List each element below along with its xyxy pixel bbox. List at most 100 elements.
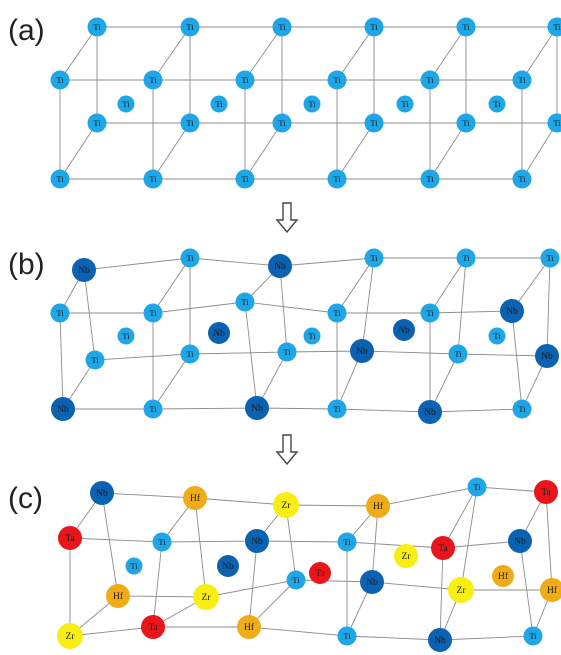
- atom-label: Ti: [158, 537, 166, 547]
- atom-circle: [237, 615, 261, 639]
- bond-group: [59, 26, 558, 180]
- atom-circle: [180, 17, 200, 37]
- atom-ti: Ti: [180, 113, 200, 133]
- bond-line: [336, 408, 431, 413]
- atom-label: Nb: [356, 347, 368, 357]
- atom-label: Ti: [56, 174, 64, 184]
- atom-hf: Hf: [492, 565, 514, 587]
- atom-circle: [394, 544, 418, 568]
- atom-ti: Ti: [235, 292, 255, 312]
- atom-label: Ta: [148, 623, 158, 633]
- atom-hf: Hf: [237, 615, 261, 639]
- atom-label: Nb: [213, 329, 225, 339]
- bond-line: [117, 595, 207, 598]
- atom-ti: Ti: [420, 303, 440, 323]
- atom-hf: Hf: [540, 578, 561, 602]
- atom-circle: [286, 570, 306, 590]
- atom-label: Ti: [426, 174, 434, 184]
- bond-line: [377, 486, 478, 507]
- atom-ti: Ti: [286, 570, 306, 590]
- atom-label: Ti: [462, 118, 470, 128]
- atom-circle: [125, 557, 143, 575]
- atom-label: Ti: [241, 297, 249, 307]
- atom-label: Ti: [518, 174, 526, 184]
- atom-nb: Nb: [268, 254, 292, 278]
- atom-ti: Ti: [488, 95, 506, 113]
- atom-ti: Ti: [143, 169, 163, 189]
- atom-label: Ti: [426, 75, 434, 85]
- atom-circle: [303, 327, 321, 345]
- bond-line: [336, 26, 375, 81]
- bond-line: [194, 497, 207, 598]
- atom-circle: [143, 303, 163, 323]
- bond-line: [59, 312, 64, 410]
- atom-label: Ti: [308, 99, 316, 109]
- atom-label: Ti: [186, 349, 194, 359]
- atom-label: Ti: [241, 75, 249, 85]
- atom-zr: Zr: [273, 492, 299, 518]
- atom-label: Ti: [149, 174, 157, 184]
- atom-label: Hf: [373, 501, 384, 512]
- atom-ti: Ti: [540, 248, 560, 268]
- atom-label: Ti: [93, 22, 101, 32]
- atom-circle: [58, 526, 82, 550]
- atom-circle: [512, 70, 532, 90]
- atom-circle: [208, 322, 230, 344]
- atom-label: Hf: [547, 585, 558, 596]
- atom-ti: Ti: [420, 70, 440, 90]
- bond-line: [194, 497, 287, 506]
- atom-group: Nb Ti Nb Ti Ti Ti Ti Ti Ti Ti Ti Nb Ti Nb Ti Nb Ti Ti Ti Ti…: [50, 248, 560, 424]
- atom-label: Ti: [370, 253, 378, 263]
- atom-ti: Ti: [143, 399, 163, 419]
- atom-label: Ti: [333, 75, 341, 85]
- atom-nb: Nb: [500, 299, 524, 323]
- atom-label: Ti: [401, 99, 409, 109]
- atom-label: Nb: [506, 307, 518, 317]
- atom-ti: Ti: [512, 169, 532, 189]
- atom-nb: Nb: [245, 396, 269, 420]
- atom-nb: Nb: [360, 570, 384, 594]
- bond-line: [371, 581, 462, 591]
- atom-circle: [87, 17, 107, 37]
- atom-circle: [50, 303, 70, 323]
- atom-circle: [523, 626, 543, 646]
- atom-circle: [51, 397, 75, 421]
- atom-circle: [245, 396, 269, 420]
- atom-circle: [327, 169, 347, 189]
- atom-label: Nb: [398, 326, 410, 336]
- bond-line: [519, 540, 534, 637]
- atom-zr: Zr: [193, 584, 219, 610]
- atom-ti: Ti: [277, 342, 297, 362]
- atom-zr: Zr: [448, 577, 474, 603]
- atom-label: Ti: [493, 99, 501, 109]
- atom-group: Nb Hf Zr Hf Ti Ta Ta Ti Nb Ti Ta Nb Ti Nb Ta Zr Hf Hf Zr Ti…: [57, 477, 561, 652]
- atom-label: Ti: [149, 75, 157, 85]
- atom-label: Nb: [251, 537, 263, 547]
- bond-line: [295, 579, 373, 583]
- atom-ti: Ti: [512, 399, 532, 419]
- atom-ti: Ti: [512, 70, 532, 90]
- atom-label: Hf: [244, 622, 255, 633]
- atom-circle: [448, 577, 474, 603]
- atom-label: Ti: [93, 118, 101, 128]
- atom-nb: Nb: [90, 481, 114, 505]
- atom-circle: [50, 70, 70, 90]
- atom-ti: Ti: [87, 113, 107, 133]
- atom-label: Ti: [333, 174, 341, 184]
- bond-line: [101, 492, 196, 499]
- atom-nb: Nb: [418, 400, 442, 424]
- atom-label: Ta: [541, 488, 551, 498]
- atom-circle: [420, 70, 440, 90]
- atom-ti: Ti: [364, 113, 384, 133]
- atom-ti: Ti: [235, 70, 255, 90]
- atom-circle: [500, 299, 524, 323]
- atom-label: Ti: [370, 22, 378, 32]
- atom-label: Ti: [56, 308, 64, 318]
- atom-circle: [210, 95, 228, 113]
- atom-ti: Ti: [125, 557, 143, 575]
- atom-circle: [245, 529, 269, 553]
- atom-ti: Ti: [488, 327, 506, 345]
- atom-label: Ti: [278, 22, 286, 32]
- atom-label: Ti: [333, 404, 341, 414]
- atom-nb: Nb: [217, 555, 239, 577]
